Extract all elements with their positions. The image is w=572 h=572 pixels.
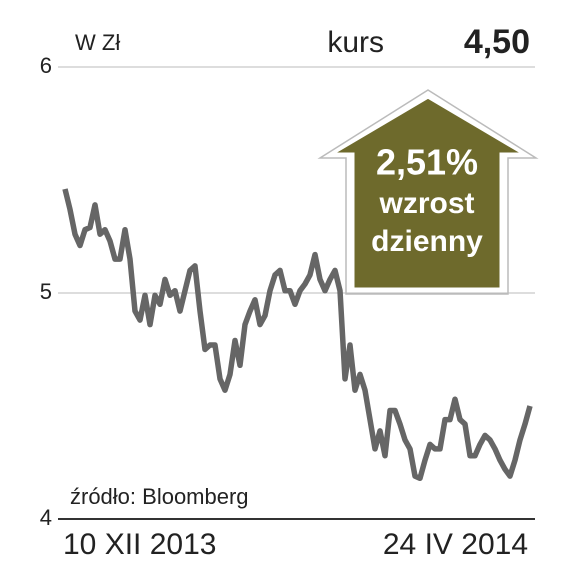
unit-label: W Zł (75, 30, 120, 55)
x-tick-label: 10 XII 2013 (63, 528, 216, 561)
source: źródło: Bloomberg (70, 484, 249, 509)
price-line (62, 188, 533, 482)
change: 2,51% (376, 142, 478, 183)
price: 4,50 (464, 23, 530, 61)
arrow (318, 93, 538, 293)
x-tick-label: 24 IV 2014 (383, 528, 528, 561)
y-tick-label: 5 (40, 279, 52, 304)
y-tick-label: 6 (40, 53, 52, 78)
price-label: kurs (327, 26, 384, 59)
arrow-outline (317, 89, 539, 295)
plot: 4 5 6 10 XII 2013 24 IV 2014 (40, 53, 535, 561)
y-tick-label: 4 (40, 505, 52, 530)
change-label: dzienny (371, 225, 483, 258)
change-label: wzrost (378, 187, 474, 220)
